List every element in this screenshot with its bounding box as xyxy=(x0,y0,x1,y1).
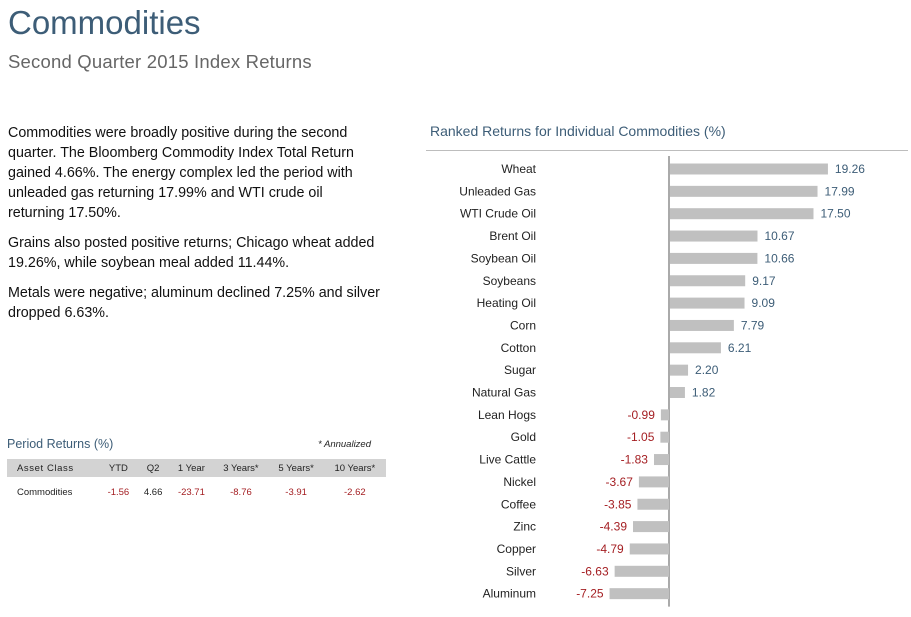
bar-aluminum xyxy=(609,588,669,600)
page-title: Commodities xyxy=(8,4,201,41)
bar-live-cattle xyxy=(653,454,669,466)
bar-sugar xyxy=(670,364,689,376)
category-label: Soybeans xyxy=(483,274,536,288)
bar-corn xyxy=(670,319,734,331)
commentary-paragraph: Metals were negative; aluminum declined … xyxy=(8,285,380,321)
category-label: Unleaded Gas xyxy=(459,184,536,198)
commentary-paragraph: Commodities were broadly positive during… xyxy=(8,125,354,221)
value-label: 9.17 xyxy=(752,274,776,288)
bar-gold xyxy=(660,431,669,443)
value-label: 17.50 xyxy=(821,207,851,221)
category-label: WTI Crude Oil xyxy=(460,207,536,221)
value-label: -4.39 xyxy=(600,520,628,534)
ten-year-cell: -2.62 xyxy=(344,486,366,498)
ytd-cell: -1.56 xyxy=(107,486,130,498)
value-label: -4.79 xyxy=(596,542,624,556)
value-label: -6.63 xyxy=(581,564,609,578)
category-label: Zinc xyxy=(513,520,536,534)
period-returns-title: Period Returns (%) xyxy=(7,437,114,451)
bar-soybean-oil xyxy=(670,252,758,264)
category-label: Corn xyxy=(510,318,536,332)
category-label: Nickel xyxy=(503,475,536,489)
column-header: Q2 xyxy=(136,459,170,477)
bar-heating-oil xyxy=(670,297,745,309)
bar-zinc xyxy=(633,521,669,533)
column-header: 3 Years* xyxy=(213,459,269,477)
value-label: -3.85 xyxy=(604,497,632,511)
value-label: 7.79 xyxy=(741,318,765,332)
category-label: Soybean Oil xyxy=(471,251,536,265)
category-label: Lean Hogs xyxy=(478,408,536,422)
table-header-row: Asset Class YTD Q2 1 Year 3 Years* 5 Yea… xyxy=(7,459,386,477)
bar-coffee xyxy=(637,498,669,510)
column-header: YTD xyxy=(99,459,137,477)
three-year-cell: -8.76 xyxy=(230,486,252,498)
value-label: 17.99 xyxy=(825,184,855,198)
commentary-paragraph: Grains also posted positive returns; Chi… xyxy=(8,235,375,271)
category-label: Live Cattle xyxy=(479,453,536,467)
chart-title-divider xyxy=(426,150,908,151)
category-label: Copper xyxy=(497,542,536,556)
value-label: 6.21 xyxy=(728,341,752,355)
category-label: Heating Oil xyxy=(477,296,536,310)
column-header: 1 Year xyxy=(169,459,214,477)
bar-brent-oil xyxy=(670,230,758,242)
table-row: Commodities -1.56 4.66 -23.71 -8.76 -3.9… xyxy=(7,477,386,503)
category-label: Sugar xyxy=(504,363,536,377)
chart-title: Ranked Returns for Individual Commoditie… xyxy=(430,123,726,139)
value-label: 10.67 xyxy=(764,229,794,243)
value-label: -7.25 xyxy=(576,587,604,601)
category-label: Gold xyxy=(511,430,536,444)
five-year-cell: -3.91 xyxy=(285,486,307,498)
column-header: 10 Years* xyxy=(323,459,386,477)
bar-nickel xyxy=(638,476,669,488)
value-label: 19.26 xyxy=(835,162,865,176)
value-label: -3.67 xyxy=(606,475,634,489)
value-label: -1.83 xyxy=(621,453,649,467)
value-label: -1.05 xyxy=(627,430,655,444)
bar-soybeans xyxy=(670,275,746,287)
bar-silver xyxy=(614,565,669,577)
period-returns-table: Asset Class YTD Q2 1 Year 3 Years* 5 Yea… xyxy=(7,459,386,503)
page-subtitle: Second Quarter 2015 Index Returns xyxy=(8,51,312,72)
bar-wti-crude-oil xyxy=(670,208,814,220)
column-header: Asset Class xyxy=(7,459,100,477)
bar-cotton xyxy=(670,342,721,354)
column-header: 5 Years* xyxy=(268,459,324,477)
value-label: 2.20 xyxy=(695,363,719,377)
bar-wheat xyxy=(670,163,828,175)
value-label: 9.09 xyxy=(752,296,776,310)
value-label: -0.99 xyxy=(628,408,656,422)
category-label: Coffee xyxy=(501,497,536,511)
annualized-note: * Annualized xyxy=(318,439,371,450)
category-label: Cotton xyxy=(501,341,536,355)
category-label: Brent Oil xyxy=(489,229,536,243)
category-label: Aluminum xyxy=(483,587,536,601)
q2-cell: 4.66 xyxy=(143,486,163,498)
value-label: 10.66 xyxy=(764,251,794,265)
value-label: 1.82 xyxy=(692,386,716,400)
category-label: Silver xyxy=(506,564,536,578)
bar-copper xyxy=(629,543,669,555)
bar-natural-gas xyxy=(670,387,685,398)
category-label: Wheat xyxy=(501,162,536,176)
bar-unleaded-gas xyxy=(670,185,818,197)
commentary: Commodities were broadly positive during… xyxy=(8,123,383,333)
asset-class-cell: Commodities xyxy=(17,486,73,498)
bar-lean-hogs xyxy=(660,409,669,421)
category-label: Natural Gas xyxy=(472,386,536,400)
one-year-cell: -23.71 xyxy=(177,486,205,498)
